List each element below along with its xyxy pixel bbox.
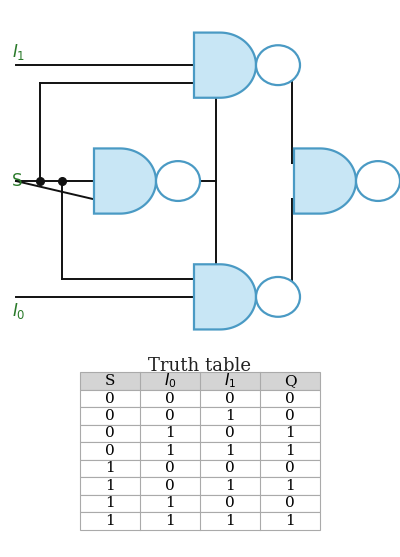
Bar: [80, 442, 320, 460]
Text: 0: 0: [285, 461, 295, 475]
Bar: [80, 424, 320, 442]
Text: S: S: [12, 172, 22, 190]
Text: 0: 0: [285, 392, 295, 405]
Text: Q: Q: [284, 374, 296, 388]
Text: 1: 1: [165, 496, 175, 510]
Text: 0: 0: [105, 444, 115, 458]
Text: 1: 1: [285, 444, 295, 458]
Text: 0: 0: [285, 409, 295, 423]
Bar: [80, 495, 320, 512]
Bar: [80, 407, 320, 424]
Text: 0: 0: [225, 427, 235, 441]
Text: 1: 1: [225, 409, 235, 423]
Polygon shape: [194, 33, 256, 98]
Text: 1: 1: [165, 514, 175, 528]
Text: 1: 1: [105, 479, 115, 493]
Text: 0: 0: [105, 392, 115, 405]
Text: 0: 0: [105, 427, 115, 441]
Text: 0: 0: [165, 461, 175, 475]
Circle shape: [156, 161, 200, 201]
Text: 0: 0: [165, 409, 175, 423]
Text: 0: 0: [225, 496, 235, 510]
Circle shape: [256, 277, 300, 317]
Text: 0: 0: [285, 496, 295, 510]
Bar: [80, 372, 320, 390]
Text: 1: 1: [285, 479, 295, 493]
Polygon shape: [294, 149, 356, 214]
Text: 1: 1: [225, 444, 235, 458]
Polygon shape: [94, 149, 156, 214]
Text: 0: 0: [225, 392, 235, 405]
Text: Truth table: Truth table: [148, 358, 252, 375]
Bar: [80, 477, 320, 495]
Text: $I_1$: $I_1$: [224, 372, 236, 390]
Text: $I_0$: $I_0$: [164, 372, 176, 390]
Text: 1: 1: [165, 427, 175, 441]
Text: S: S: [105, 374, 115, 388]
Text: 1: 1: [225, 479, 235, 493]
Text: 1: 1: [165, 444, 175, 458]
Circle shape: [256, 45, 300, 85]
Text: 0: 0: [105, 409, 115, 423]
Text: $I_0$: $I_0$: [12, 301, 26, 320]
Circle shape: [356, 161, 400, 201]
Polygon shape: [194, 265, 256, 330]
Text: $I_1$: $I_1$: [12, 42, 25, 61]
Text: 1: 1: [225, 514, 235, 528]
Text: 1: 1: [105, 514, 115, 528]
Bar: [80, 390, 320, 407]
Text: 1: 1: [105, 461, 115, 475]
Text: 0: 0: [225, 461, 235, 475]
Text: 1: 1: [285, 514, 295, 528]
Text: 0: 0: [165, 479, 175, 493]
Bar: [80, 460, 320, 477]
Text: 1: 1: [285, 427, 295, 441]
Bar: [80, 512, 320, 530]
Text: 1: 1: [105, 496, 115, 510]
Text: 0: 0: [165, 392, 175, 405]
